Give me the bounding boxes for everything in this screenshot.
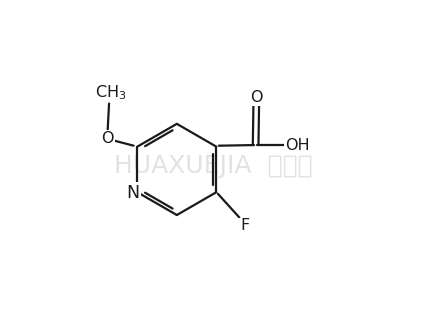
Text: O: O bbox=[101, 131, 114, 146]
Text: CH$_3$: CH$_3$ bbox=[95, 83, 127, 101]
Text: N: N bbox=[127, 184, 140, 202]
Text: OH: OH bbox=[285, 138, 309, 153]
Text: O: O bbox=[250, 90, 262, 105]
Text: HUAXUEJIA  化学加: HUAXUEJIA 化学加 bbox=[114, 154, 312, 178]
Text: F: F bbox=[240, 218, 249, 233]
